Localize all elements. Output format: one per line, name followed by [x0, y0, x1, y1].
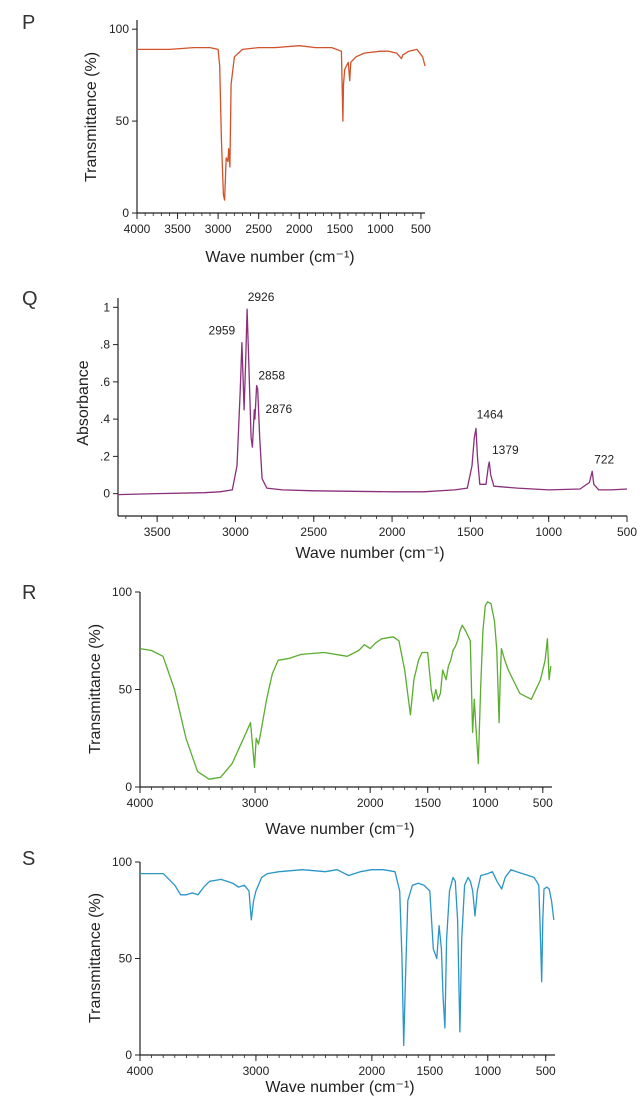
- y-axis-title: Transmittance (%): [83, 52, 100, 182]
- x-tick-label: 3500: [144, 525, 171, 539]
- y-tick-label: 0: [125, 780, 132, 794]
- x-tick-label: 2500: [300, 525, 327, 539]
- y-tick-label: 100: [109, 22, 129, 36]
- x-tick-label: 500: [536, 1064, 556, 1078]
- y-tick-label: .4: [100, 412, 110, 426]
- x-tick-label: 1000: [474, 1064, 501, 1078]
- y-tick-label: 100: [112, 585, 132, 599]
- y-tick-label: .6: [100, 375, 110, 389]
- x-tick-label: 1000: [367, 222, 394, 236]
- spectrum-line: [117, 308, 628, 496]
- y-tick-label: .2: [100, 449, 110, 463]
- x-tick-label: 2500: [245, 222, 272, 236]
- peak-label: 1379: [492, 443, 519, 457]
- x-axis-title: Wave number (cm⁻¹): [265, 1079, 414, 1096]
- x-tick-label: 1500: [416, 1064, 443, 1078]
- x-tick-label: 4000: [127, 796, 154, 810]
- y-tick-label: 100: [112, 855, 132, 869]
- x-tick-label: 3000: [242, 796, 269, 810]
- x-tick-label: 500: [411, 222, 431, 236]
- y-tick-label: 0: [103, 487, 110, 501]
- x-tick-label: 1000: [472, 796, 499, 810]
- x-axis-title: Wave number (cm⁻¹): [265, 821, 414, 838]
- x-tick-label: 2000: [379, 525, 406, 539]
- y-axis-title: Transmittance (%): [87, 624, 104, 754]
- y-tick-label: 50: [119, 683, 133, 697]
- panel-p: P Transmittance (%) Wave number (cm⁻¹) 4…: [0, 0, 640, 270]
- y-tick-label: .8: [100, 338, 110, 352]
- x-tick-label: 500: [533, 796, 553, 810]
- panel-label-p: P: [22, 12, 36, 34]
- panel-q: Q Absorbance Wave number (cm⁻¹) 3500 3000…: [0, 278, 640, 568]
- panel-label-q: Q: [22, 288, 38, 310]
- x-tick-label: 1000: [535, 525, 562, 539]
- peak-label: 2959: [209, 324, 236, 338]
- x-tick-label: 1500: [326, 222, 353, 236]
- y-tick-label: 0: [122, 206, 129, 220]
- x-axis-title: Wave number (cm⁻¹): [205, 249, 354, 266]
- x-tick-label: 1500: [457, 525, 484, 539]
- x-tick-label: 4000: [127, 1064, 154, 1078]
- peak-label: 1464: [477, 407, 504, 421]
- peak-label: 2926: [248, 290, 275, 304]
- peak-label: 722: [594, 452, 614, 466]
- x-tick-label: 3000: [205, 222, 232, 236]
- spectrum-chart-r: Transmittance (%) Wave number (cm⁻¹) 400…: [87, 585, 553, 838]
- spectrum-line: [140, 869, 555, 1046]
- spectrum-chart-p: Transmittance (%) Wave number (cm⁻¹) 400…: [83, 20, 431, 266]
- y-tick-label: 50: [119, 952, 133, 966]
- spectrum-line: [137, 45, 426, 201]
- spectrum-chart-q: Absorbance Wave number (cm⁻¹) 3500 3000 25…: [75, 290, 637, 562]
- y-tick-label: 0: [125, 1048, 132, 1062]
- peak-label: 2876: [266, 402, 293, 416]
- panel-label-s: S: [22, 848, 36, 870]
- panel-r: R Transmittance (%) Wave number (cm⁻¹) 4…: [0, 572, 640, 842]
- panel-label-r: R: [22, 582, 37, 604]
- y-axis-title: Absorbance: [75, 360, 92, 445]
- spectrum-chart-s: Transmittance (%) Wave number (cm⁻¹) 400…: [87, 855, 556, 1096]
- y-axis-title: Transmittance (%): [87, 893, 104, 1023]
- x-axis-title: Wave number (cm⁻¹): [295, 545, 444, 562]
- x-tick-label: 2000: [357, 796, 384, 810]
- x-tick-label: 500: [617, 525, 637, 539]
- y-tick-label: 50: [116, 114, 130, 128]
- panel-s: S Transmittance (%) Wave number (cm⁻¹) 4…: [0, 842, 640, 1098]
- x-tick-label: 4000: [124, 222, 151, 236]
- x-tick-label: 2000: [286, 222, 313, 236]
- x-tick-label: 1500: [414, 796, 441, 810]
- x-tick-label: 3500: [164, 222, 191, 236]
- peak-label: 2858: [258, 368, 285, 382]
- x-tick-label: 3000: [243, 1064, 270, 1078]
- spectrum-line: [139, 601, 552, 780]
- x-tick-label: 3000: [222, 525, 249, 539]
- y-tick-label: 1: [103, 300, 110, 314]
- x-tick-label: 2000: [358, 1064, 385, 1078]
